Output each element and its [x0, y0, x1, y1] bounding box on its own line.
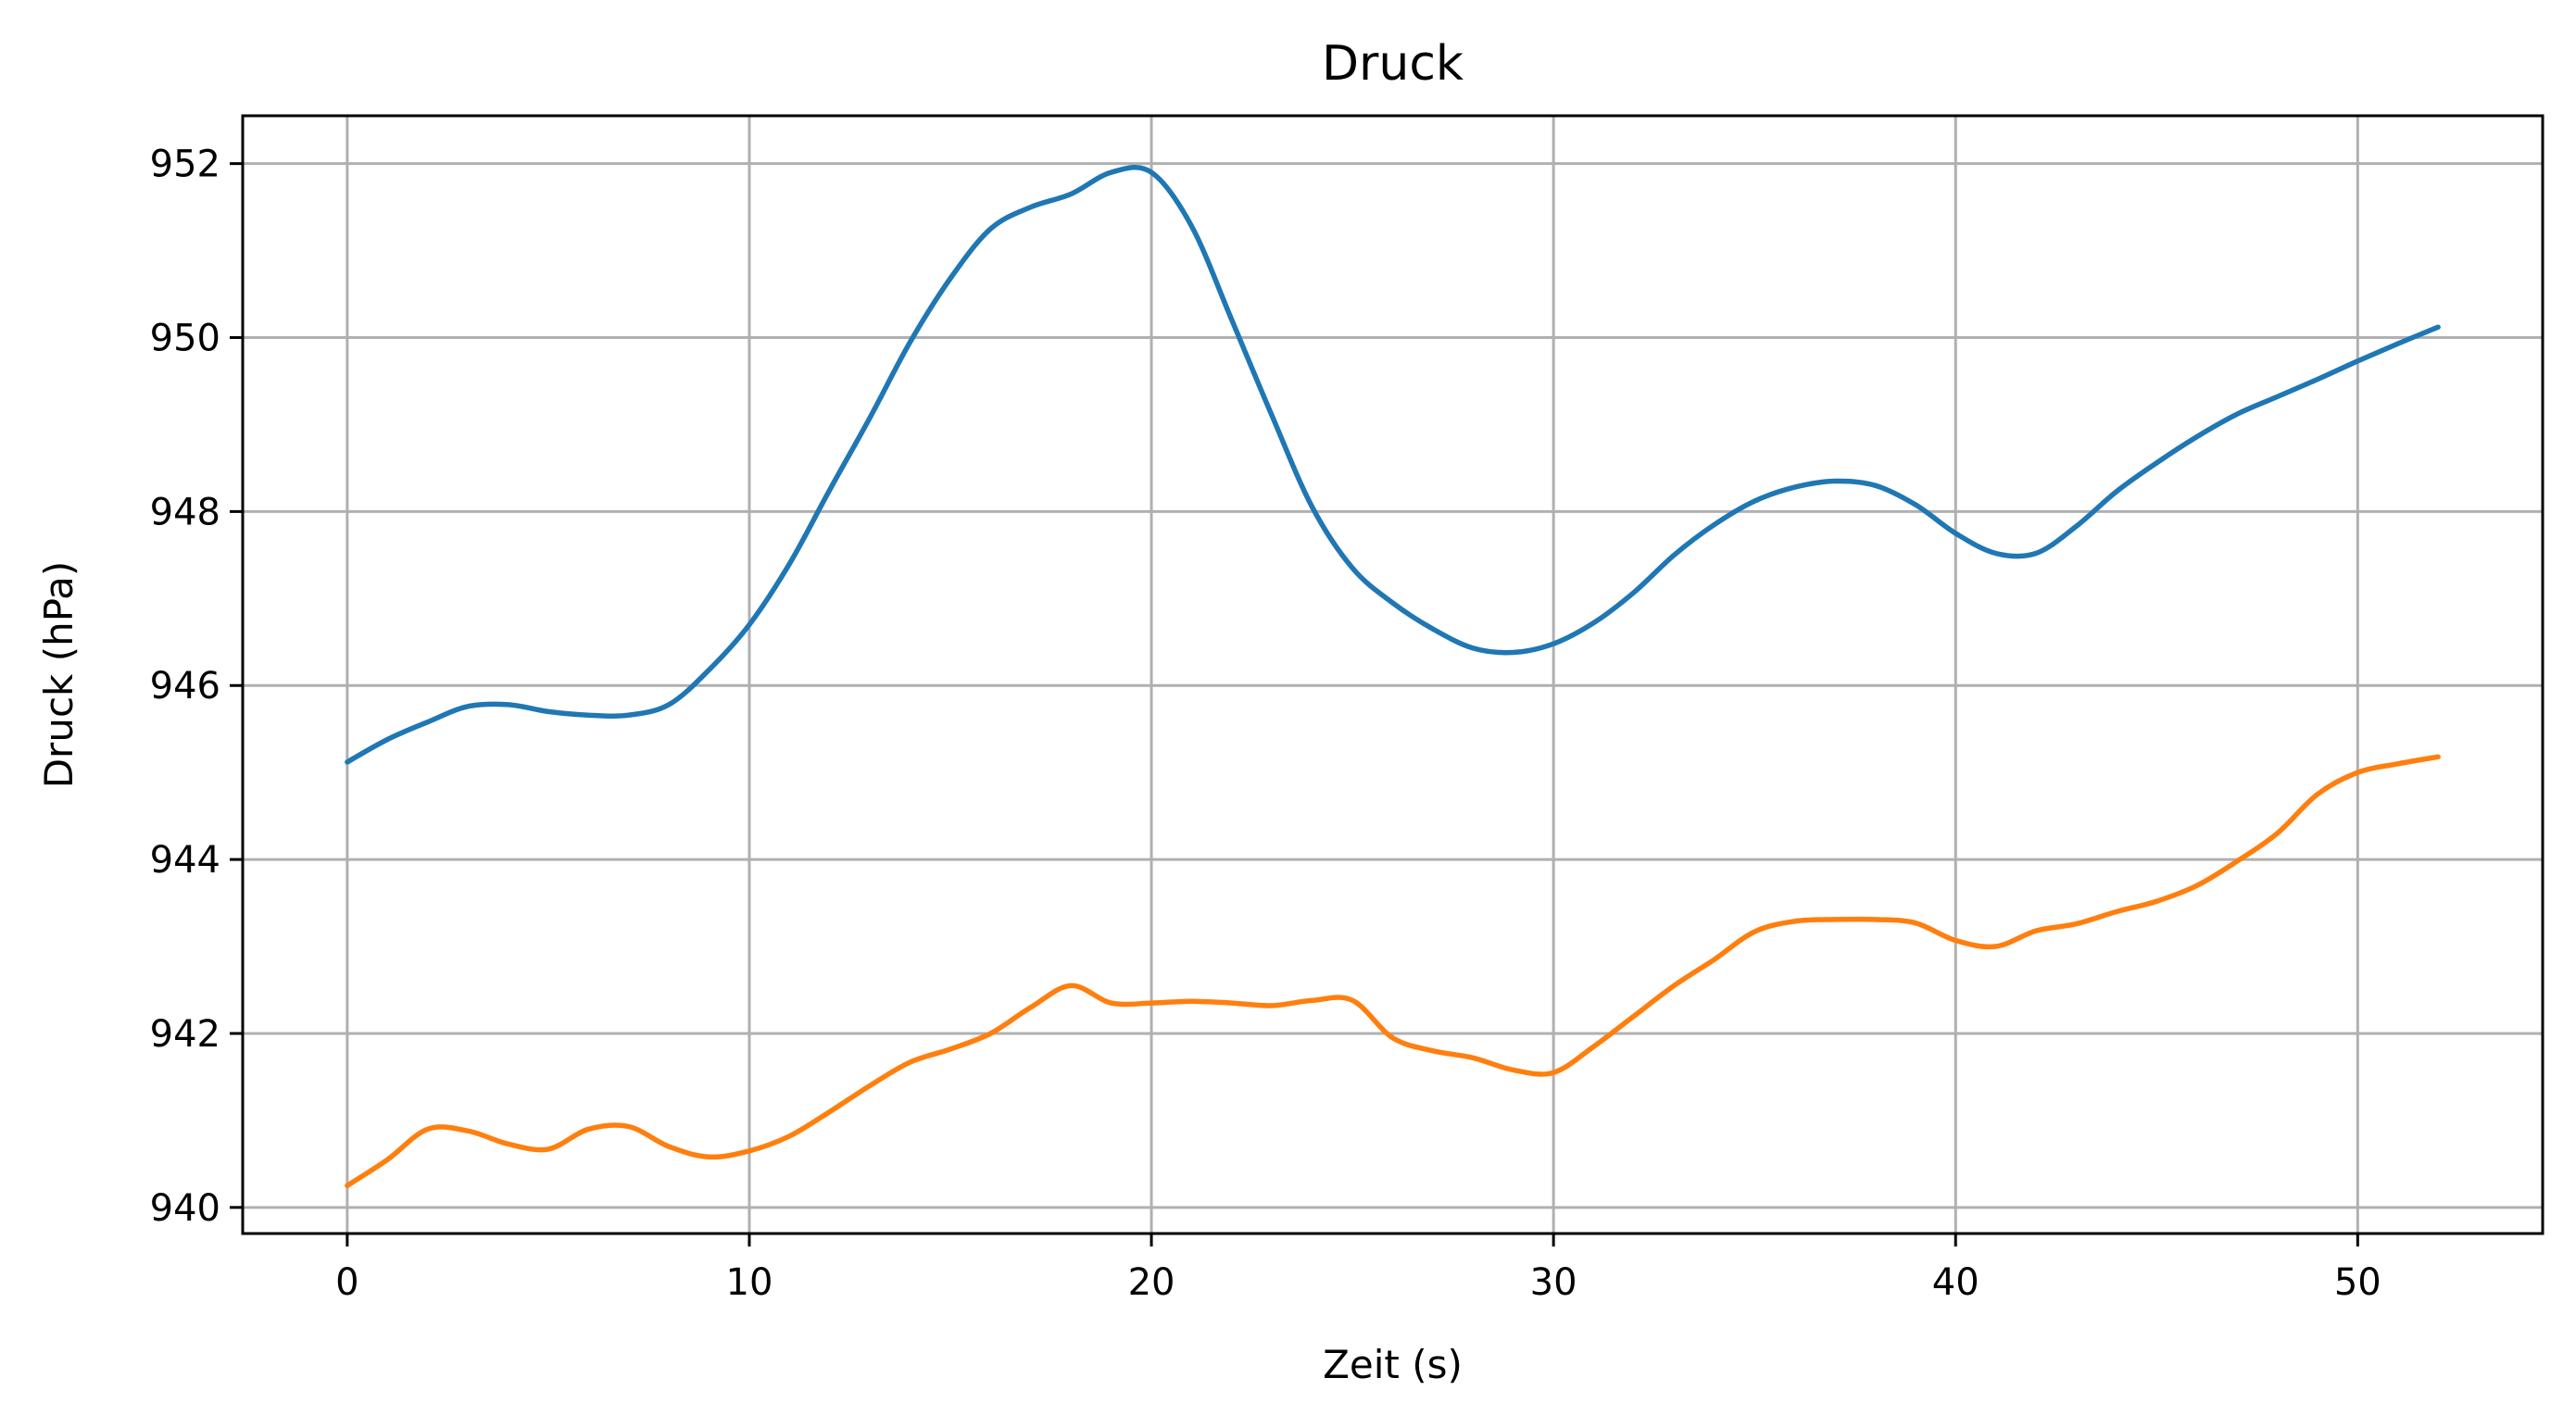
x-tick-label: 0	[335, 1261, 358, 1304]
y-axis-label: Druck (hPa)	[36, 561, 82, 789]
x-axis-label: Zeit (s)	[1323, 1342, 1463, 1387]
y-tick-label: 946	[150, 665, 220, 708]
series-line-2	[345, 754, 2441, 1189]
x-tick-label: 20	[1128, 1261, 1175, 1304]
x-tick-label: 30	[1530, 1261, 1577, 1304]
y-tick-label: 940	[150, 1187, 220, 1230]
axes-frame	[241, 114, 2545, 1235]
y-tick-label: 952	[150, 144, 220, 186]
x-tick-label: 10	[726, 1261, 773, 1304]
grid	[243, 116, 2543, 1234]
y-tick-label: 944	[150, 839, 220, 882]
x-axis: 0 10 20 30 40 50	[335, 1234, 2381, 1304]
y-tick-label: 948	[150, 491, 220, 533]
x-tick-label: 40	[1932, 1261, 1979, 1304]
series-layer	[345, 164, 2441, 1189]
y-axis: 940 942 944 946 948 950 952	[150, 144, 243, 1230]
chart-title: Druck	[1322, 36, 1464, 92]
y-tick-label: 950	[150, 318, 220, 360]
x-tick-label: 50	[2334, 1261, 2381, 1304]
series-line-1	[345, 164, 2441, 765]
y-tick-label: 942	[150, 1013, 220, 1056]
